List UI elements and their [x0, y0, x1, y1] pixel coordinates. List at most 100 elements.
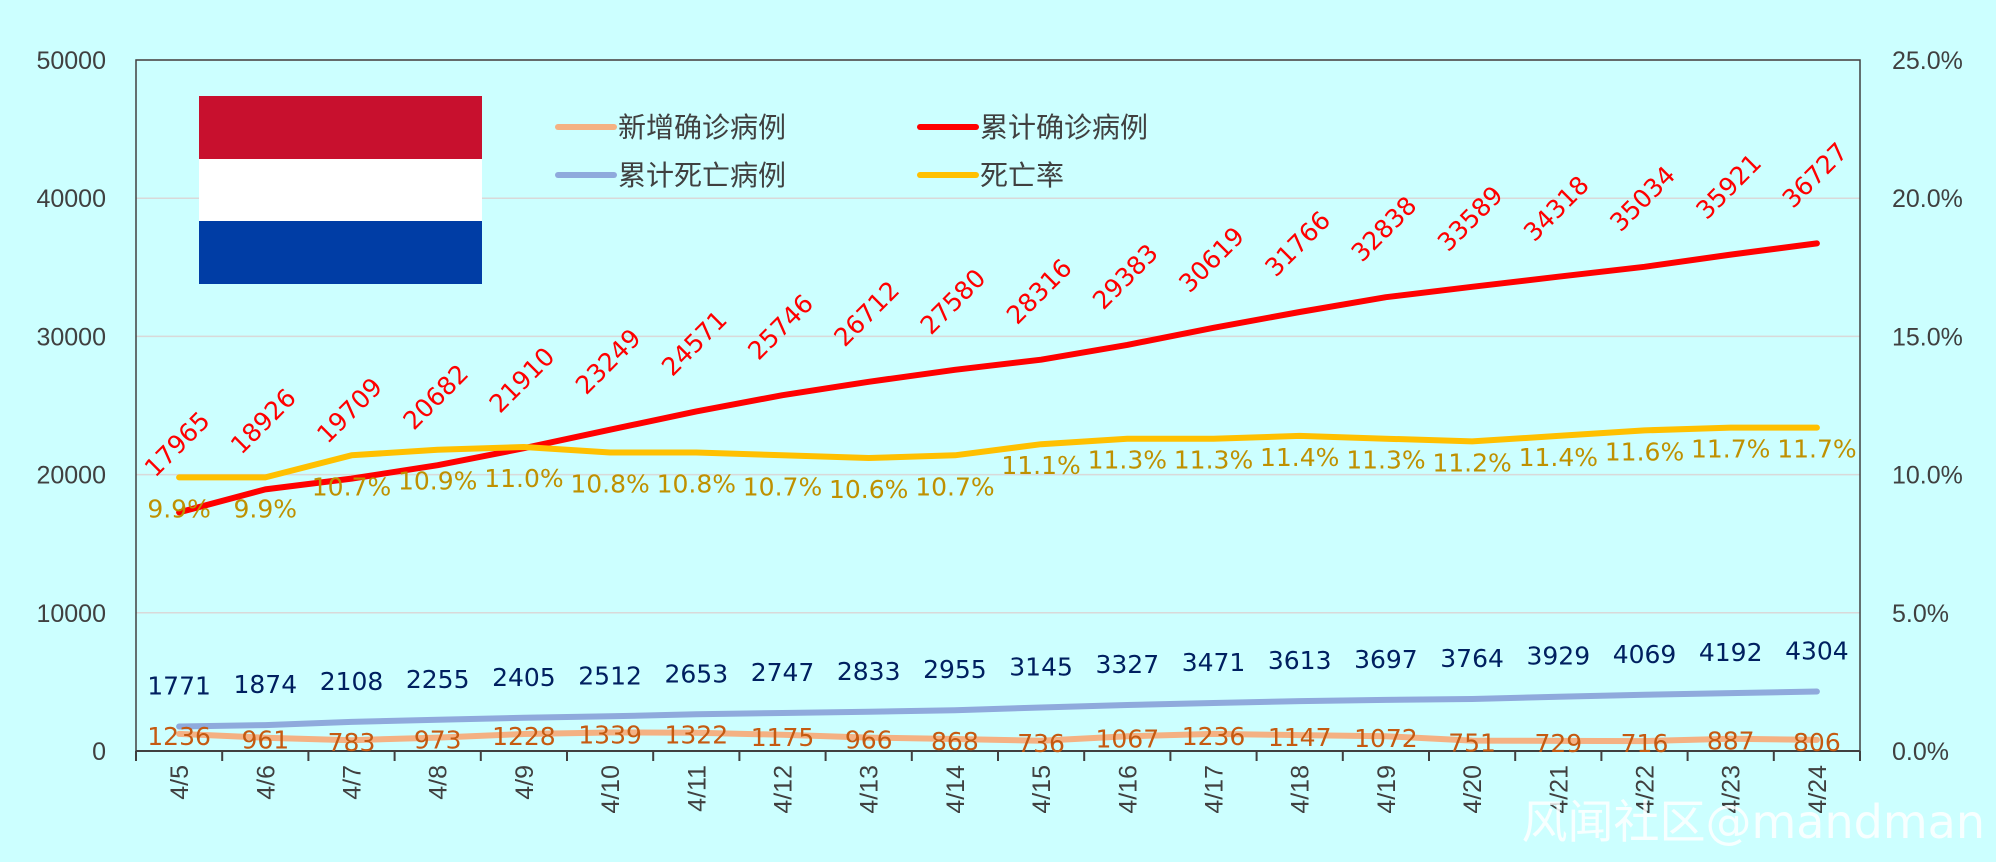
- death-rate-label: 10.6%: [829, 475, 908, 504]
- y-left-tick-label: 0: [92, 738, 106, 766]
- legend-label: 死亡率: [980, 159, 1064, 192]
- new-cases-label: 1322: [664, 721, 728, 750]
- cumulative-cases-label: 30619: [1173, 221, 1250, 298]
- x-tick-label: 4/13: [856, 765, 884, 814]
- cumulative-cases-label: 35921: [1690, 148, 1767, 225]
- x-tick-label: 4/10: [597, 765, 625, 814]
- new-cases-label: 1175: [751, 723, 815, 752]
- death-rate-label: 10.7%: [915, 472, 994, 501]
- x-tick-label: 4/19: [1373, 765, 1401, 814]
- cumulative-cases-label: 20682: [397, 359, 474, 436]
- new-cases-label: 868: [931, 727, 979, 756]
- cumulative-deaths-label: 2108: [320, 667, 384, 696]
- y-right-tick-label: 20.0%: [1892, 185, 1963, 213]
- death-rate-label: 11.3%: [1088, 446, 1167, 475]
- death-rate-label: 11.0%: [484, 464, 563, 493]
- legend-label: 新增确诊病例: [618, 111, 786, 144]
- cumulative-cases-label: 36727: [1777, 137, 1854, 214]
- cumulative-cases-label: 25746: [742, 289, 819, 366]
- cumulative-cases-label: 29383: [1087, 238, 1164, 315]
- axes: 0 10000 20000 30000 40000 50000 0.0% 5.0% 10.0% 1…: [36, 47, 1962, 814]
- flag-red-stripe: [199, 96, 482, 159]
- cumulative-deaths-label: 3697: [1354, 645, 1418, 674]
- new-cases-label: 1147: [1268, 723, 1332, 752]
- new-cases-label: 973: [414, 726, 462, 755]
- cumulative-deaths-label: 2955: [923, 655, 987, 684]
- death-rate-label: 9.9%: [147, 494, 211, 523]
- y-right-tick-label: 5.0%: [1892, 600, 1949, 628]
- cumulative-cases-label: 31766: [1259, 205, 1336, 282]
- cumulative-cases-label: 27580: [915, 263, 992, 340]
- y-left-tick-label: 30000: [36, 323, 106, 351]
- death-rate-label: 11.2%: [1432, 448, 1511, 477]
- cumulative-cases-label: 32838: [1346, 191, 1423, 268]
- new-cases-label: 1236: [1182, 722, 1246, 751]
- cumulative-cases-label: 21910: [484, 342, 561, 419]
- y-right-tick-label: 0.0%: [1892, 738, 1949, 766]
- cumulative-cases-label: 18926: [225, 383, 302, 460]
- y-right-tick-label: 25.0%: [1892, 47, 1963, 75]
- cumulative-deaths-label: 2833: [837, 657, 901, 686]
- series-line: [176, 240, 1820, 516]
- x-tick-label: 4/6: [252, 765, 280, 800]
- x-tick-label: 4/15: [1028, 765, 1056, 814]
- x-tick-label: 4/9: [511, 765, 539, 800]
- new-cases-label: 783: [328, 728, 376, 757]
- cumulative-deaths-label: 2512: [578, 661, 642, 690]
- x-tick-label: 4/17: [1201, 765, 1229, 814]
- cumulative-cases-label: 28316: [1001, 253, 1078, 330]
- death-rate-label: 11.4%: [1260, 443, 1339, 472]
- death-rate-label: 10.8%: [657, 469, 736, 498]
- x-tick-label: 4/14: [942, 765, 970, 814]
- x-tick-label: 4/18: [1287, 765, 1315, 814]
- flag-blue-stripe: [199, 221, 482, 284]
- cumulative-deaths-label: 3327: [1095, 650, 1159, 679]
- cumulative-deaths-label: 2747: [751, 658, 815, 687]
- cumulative-cases-label: 17965: [139, 406, 216, 483]
- x-tick-label: 4/23: [1718, 765, 1746, 814]
- cumulative-cases-label: 34318: [1518, 170, 1595, 247]
- x-tick-label: 4/16: [1114, 765, 1142, 814]
- death-rate-label: 11.6%: [1605, 437, 1684, 466]
- death-rate-label: 11.1%: [1001, 451, 1080, 480]
- cumulative-deaths-label: 2255: [406, 665, 470, 694]
- legend-label: 累计死亡病例: [618, 159, 786, 192]
- cumulative-cases-label: 23249: [570, 323, 647, 400]
- new-cases-label: 887: [1707, 727, 1755, 756]
- x-tick-label: 4/5: [166, 765, 194, 800]
- x-tick-label: 4/8: [425, 765, 453, 800]
- death-rate-label: 10.9%: [398, 467, 477, 496]
- y-right-tick-label: 10.0%: [1892, 462, 1963, 490]
- new-cases-label: 729: [1534, 729, 1582, 758]
- cumulative-deaths-label: 4069: [1613, 640, 1677, 669]
- x-tick-label: 4/12: [770, 765, 798, 814]
- death-rate-label: 11.7%: [1777, 435, 1856, 464]
- cumulative-cases-label: 33589: [1432, 180, 1509, 257]
- cumulative-deaths-label: 3764: [1440, 644, 1504, 673]
- x-tick-label: 4/7: [339, 765, 367, 800]
- new-cases-label: 1072: [1354, 724, 1418, 753]
- cumulative-deaths-label: 3145: [1009, 653, 1073, 682]
- death-rate-label: 10.8%: [570, 469, 649, 498]
- cumulative-cases-label: 26712: [828, 275, 905, 352]
- x-tick-label: 4/20: [1459, 765, 1487, 814]
- x-tick-label: 4/21: [1545, 765, 1573, 814]
- x-tick-label: 4/22: [1632, 765, 1660, 814]
- death-rate-label: 11.7%: [1691, 435, 1770, 464]
- y-left-tick-label: 50000: [36, 47, 106, 75]
- new-cases-label: 716: [1621, 729, 1669, 758]
- death-rate-label: 9.9%: [234, 494, 298, 523]
- flag-white-stripe: [199, 159, 482, 221]
- cumulative-cases-label: 24571: [656, 305, 733, 382]
- cumulative-deaths-label: 2405: [492, 663, 556, 692]
- cumulative-deaths-label: 3613: [1268, 646, 1332, 675]
- y-left-tick-label: 40000: [36, 185, 106, 213]
- new-cases-label: 751: [1448, 729, 1496, 758]
- cumulative-deaths-label: 4192: [1699, 638, 1763, 667]
- cumulative-deaths-label: 3471: [1182, 648, 1246, 677]
- death-rate-label: 11.3%: [1174, 446, 1253, 475]
- y-left-tick-label: 20000: [36, 462, 106, 490]
- series-line: [176, 688, 1820, 730]
- cumulative-deaths-label: 4304: [1785, 637, 1849, 666]
